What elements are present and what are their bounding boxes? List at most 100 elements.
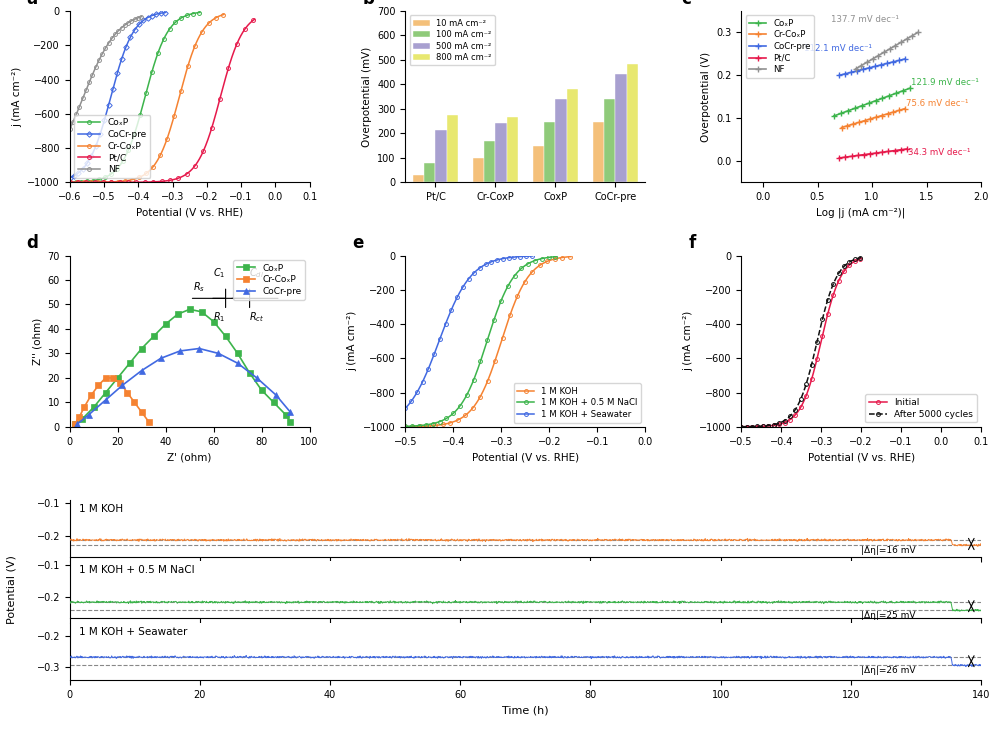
Text: 1 M KOH: 1 M KOH	[79, 504, 123, 514]
Pt/C	[894, 146, 906, 154]
CoₓP	[856, 101, 868, 110]
Cr-CoₓP	[875, 111, 887, 120]
CoₓP	[904, 84, 916, 93]
Pt/C	[846, 152, 858, 161]
1 M KOH + 0.5 M NaCl	[551, 252, 563, 261]
CoCr-pre	[100, 395, 112, 404]
Cr-CoₓP	[853, 118, 865, 127]
Cr-CoₓP	[93, 381, 105, 390]
After 5000 cycles	[811, 339, 823, 348]
1 M KOH	[419, 422, 431, 431]
NF	[856, 61, 868, 70]
Cr-CoₓP	[69, 420, 81, 429]
Cr-CoₓP	[124, 176, 136, 184]
CoCr-pre	[875, 60, 887, 69]
Initial	[750, 422, 762, 431]
Cr-CoₓP	[114, 177, 125, 186]
CoₓP	[876, 94, 888, 103]
CoCr-pre	[870, 62, 881, 71]
Bar	[533, 146, 544, 182]
1 M KOH + Seawater	[527, 251, 539, 260]
Cr-CoₓP	[893, 106, 905, 115]
1 M KOH + 0.5 M NaCl	[509, 271, 521, 280]
NF	[135, 12, 147, 21]
Pt/C	[197, 147, 209, 156]
X-axis label: Time (h): Time (h)	[502, 705, 549, 715]
After 5000 cycles	[783, 413, 795, 422]
CoCr-pre	[95, 127, 107, 136]
CoCr-pre	[892, 56, 904, 65]
Text: 112.1 mV dec⁻¹: 112.1 mV dec⁻¹	[805, 44, 872, 53]
Pt/C	[198, 145, 210, 154]
Text: a: a	[27, 0, 38, 7]
1 M KOH	[465, 406, 477, 415]
NF	[867, 54, 878, 63]
Line: Initial: Initial	[739, 257, 864, 429]
Cr-CoₓP	[142, 417, 154, 426]
NF	[116, 24, 127, 32]
CoₓP	[835, 109, 847, 118]
CoCr-pre	[846, 68, 858, 76]
Pt/C	[64, 178, 76, 187]
Text: e: e	[353, 234, 365, 252]
CoₓP	[232, 349, 244, 358]
Text: $C_{dl}$: $C_{dl}$	[249, 266, 264, 280]
Bar	[424, 162, 435, 182]
Cr-CoₓP	[865, 115, 876, 123]
Cr-CoₓP	[86, 390, 98, 399]
Pt/C	[871, 148, 882, 157]
CoₓP	[897, 86, 909, 95]
1 M KOH + Seawater	[414, 381, 426, 390]
CoCr-pre	[232, 359, 244, 368]
Cr-CoₓP	[83, 178, 95, 187]
Text: 1 M KOH + 0.5 M NaCl: 1 M KOH + 0.5 M NaCl	[79, 565, 194, 576]
NF	[117, 23, 128, 32]
Y-axis label: Overpotential (mV): Overpotential (mV)	[362, 46, 372, 147]
Line: 1 M KOH: 1 M KOH	[403, 254, 573, 429]
CoₓP	[268, 398, 280, 406]
Text: $R_{ct}$: $R_{ct}$	[249, 311, 265, 324]
Text: 137.7 mV dec⁻¹: 137.7 mV dec⁻¹	[831, 15, 898, 24]
CoₓP	[116, 159, 127, 168]
CoₓP	[220, 332, 232, 341]
CoₓP	[80, 177, 92, 186]
1 M KOH + Seawater	[479, 260, 491, 269]
Bar	[412, 176, 424, 182]
Text: |Δη|=25 mV: |Δη|=25 mV	[862, 611, 916, 620]
Y-axis label: Overpotential (V): Overpotential (V)	[700, 51, 710, 142]
Cr-CoₓP	[128, 398, 140, 406]
CoₓP	[69, 420, 81, 429]
Text: $R_s$: $R_s$	[193, 280, 205, 293]
1 M KOH	[519, 277, 531, 286]
CoₓP	[157, 35, 169, 43]
CoₓP	[159, 320, 171, 329]
1 M KOH + Seawater	[399, 404, 411, 412]
Initial	[822, 309, 834, 318]
Pt/C	[882, 147, 894, 156]
1 M KOH	[504, 312, 516, 320]
NF	[861, 58, 872, 67]
1 M KOH + Seawater	[450, 295, 462, 304]
1 M KOH	[565, 252, 577, 261]
Bar	[507, 118, 518, 182]
Pt/C	[137, 178, 149, 187]
After 5000 cycles	[774, 418, 786, 427]
CoₓP	[863, 99, 874, 108]
CoCr-pre	[840, 69, 852, 78]
Cr-CoₓP	[175, 86, 187, 95]
Legend: Initial, After 5000 cycles: Initial, After 5000 cycles	[866, 395, 976, 423]
CoCr-pre	[159, 8, 171, 17]
CoₓP	[849, 104, 861, 112]
Bar	[626, 65, 638, 182]
CoCr-pre	[135, 366, 147, 375]
CoₓP	[171, 310, 183, 319]
Bar	[495, 123, 507, 182]
1 M KOH + 0.5 M NaCl	[509, 270, 521, 279]
CoCr-pre	[133, 20, 145, 29]
NF	[109, 30, 121, 39]
1 M KOH + 0.5 M NaCl	[399, 422, 411, 431]
Line: 1 M KOH + 0.5 M NaCl: 1 M KOH + 0.5 M NaCl	[403, 254, 559, 429]
Text: f: f	[688, 234, 696, 252]
Text: 1 M KOH + Seawater: 1 M KOH + Seawater	[79, 627, 187, 637]
Cr-CoₓP	[160, 135, 172, 144]
